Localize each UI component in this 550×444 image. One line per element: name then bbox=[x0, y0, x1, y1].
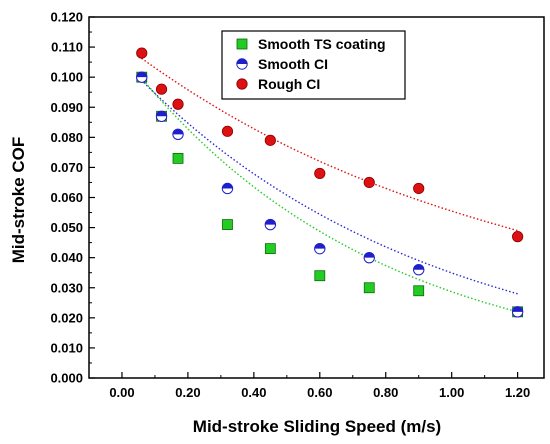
data-point-half-circle-fill bbox=[172, 129, 184, 135]
y-tick-label: 0.070 bbox=[50, 160, 83, 175]
data-point-half-circle bbox=[136, 71, 148, 83]
legend-box bbox=[221, 30, 406, 100]
data-point-half-circle bbox=[363, 251, 375, 264]
legend-label: Rough CI bbox=[258, 76, 320, 92]
data-point-square bbox=[172, 152, 184, 164]
data-point-circle bbox=[512, 231, 524, 243]
data-point-circle bbox=[155, 83, 168, 95]
data-point-circle bbox=[314, 167, 326, 180]
x-tick-label: 0.20 bbox=[175, 385, 200, 400]
x-tick-label: 0.00 bbox=[109, 385, 134, 400]
fit-curve-half-circle bbox=[138, 76, 518, 295]
data-point-half-circle-fill bbox=[512, 306, 523, 312]
data-point-half-circle-fill bbox=[136, 71, 147, 78]
y-tick-label: 0.040 bbox=[50, 250, 83, 265]
y-tick-label: 0.080 bbox=[50, 130, 83, 145]
data-point-square bbox=[314, 270, 326, 282]
legend-marker-circle bbox=[236, 78, 248, 90]
legend-label: Smooth CI bbox=[258, 56, 328, 72]
data-point-circle bbox=[264, 134, 276, 146]
data-point-half-circle bbox=[172, 128, 184, 141]
data-point-half-circle-fill bbox=[265, 219, 276, 225]
data-point-square bbox=[222, 219, 233, 230]
legend-marker-square bbox=[236, 38, 248, 50]
x-tick-label: 0.80 bbox=[373, 385, 398, 400]
y-tick-label: 0.020 bbox=[50, 310, 83, 325]
fit-curve-square bbox=[137, 73, 518, 313]
y-axis-title: Mid-stroke COF bbox=[9, 137, 28, 264]
data-point-half-circle bbox=[413, 264, 425, 276]
data-point-half-circle bbox=[221, 182, 234, 195]
data-point-circle bbox=[363, 176, 375, 189]
data-point-half-circle-fill bbox=[364, 252, 375, 258]
y-tick-label: 0.110 bbox=[51, 40, 83, 55]
x-tick-label: 0.60 bbox=[307, 385, 332, 400]
data-point-half-circle-fill bbox=[413, 264, 424, 270]
axis-ticks: 0.000 0.010 0.020 0.030 0.040 0.050 0.060 0.070… bbox=[50, 10, 530, 401]
y-tick-label: 0.030 bbox=[50, 280, 83, 295]
y-tick-label: 0.090 bbox=[50, 100, 83, 115]
fit-curves bbox=[137, 55, 518, 313]
data-point-half-circle-fill bbox=[156, 111, 167, 117]
data-point-half-circle-fill bbox=[314, 243, 325, 249]
data-point-circle bbox=[172, 98, 184, 110]
fit-curve-circle bbox=[138, 55, 518, 232]
y-tick-label: 0.010 bbox=[50, 340, 83, 355]
legend-marker-half-circle-fill bbox=[236, 58, 248, 64]
data-point-half-circle bbox=[511, 306, 524, 318]
legend-marker-half-circle bbox=[236, 58, 248, 70]
legend: Smooth TS coating Smooth CI Rough CI bbox=[221, 30, 406, 100]
y-tick-label: 0.050 bbox=[50, 220, 83, 235]
x-tick-label: 1.20 bbox=[505, 385, 530, 400]
legend-label: Smooth TS coating bbox=[258, 36, 386, 52]
data-point-square bbox=[363, 282, 375, 294]
y-tick-label: 0.100 bbox=[50, 70, 83, 85]
data-point-half-circle bbox=[264, 218, 277, 231]
data-point-circle bbox=[221, 125, 234, 137]
data-point-half-circle bbox=[314, 242, 326, 255]
x-tick-label: 1.00 bbox=[439, 385, 464, 400]
x-tick-label: 0.40 bbox=[241, 385, 266, 400]
data-point-circle bbox=[136, 47, 148, 59]
data-point-square bbox=[413, 285, 425, 297]
data-point-half-circle-fill bbox=[222, 183, 233, 189]
data-point-half-circle bbox=[155, 110, 168, 122]
data-point-square bbox=[264, 243, 276, 255]
data-markers bbox=[136, 47, 524, 318]
y-tick-label: 0.060 bbox=[50, 190, 83, 205]
y-tick-label: 0.120 bbox=[50, 10, 83, 25]
data-point-circle bbox=[413, 182, 425, 195]
x-axis-title: Mid-stroke Sliding Speed (m/s) bbox=[193, 417, 441, 436]
y-tick-label: 0.000 bbox=[50, 371, 83, 386]
